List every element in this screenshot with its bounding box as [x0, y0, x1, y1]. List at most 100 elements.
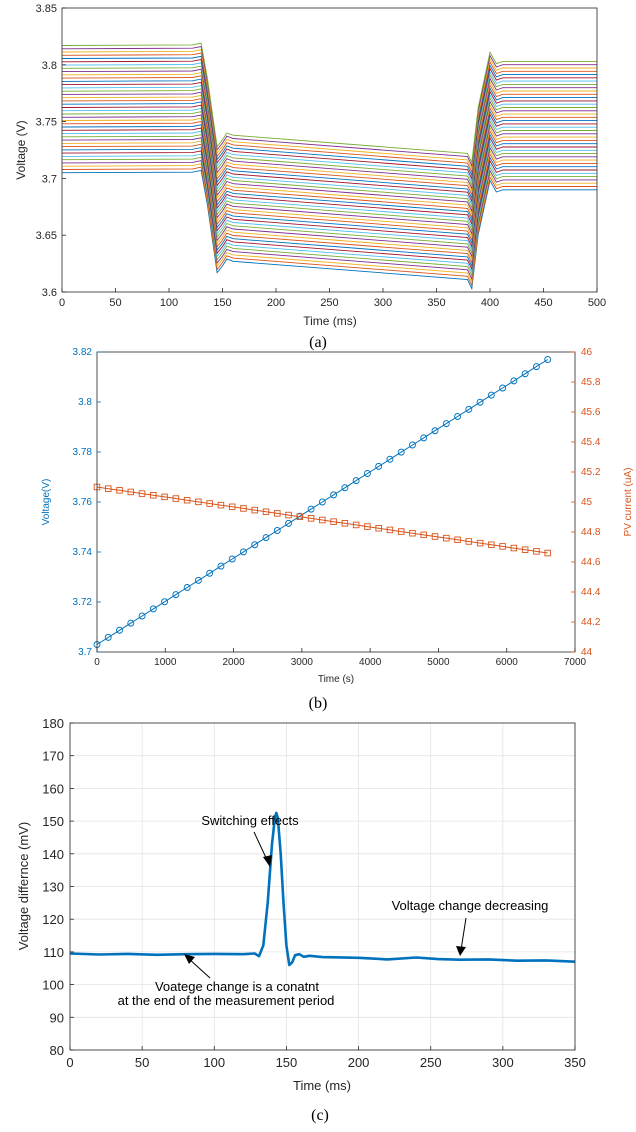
chart-b-point-left [363, 470, 371, 477]
chart-b-point-right [274, 510, 281, 517]
chart-b-point-left [454, 413, 461, 420]
chart-b-point-right [251, 506, 258, 514]
chart-a-y-tick-label: 3.7 [42, 173, 57, 185]
chart-a-series-line [61, 140, 597, 262]
chart-a-series-line [61, 72, 597, 194]
chart-b-point-left [104, 633, 112, 641]
chart-b-point-right [150, 492, 157, 499]
chart-b-y-tick-label-left: 3.78 [73, 447, 93, 458]
chart-b-point-left [544, 356, 552, 363]
chart-b-x-tick-label: 4000 [359, 657, 382, 668]
chart-b-point-right [397, 528, 405, 535]
chart-b-x-tick-label: 0 [94, 657, 100, 668]
chart-b-point-right [544, 549, 551, 557]
chart-b-point-right [240, 505, 247, 512]
chart-a-series-line [61, 101, 597, 223]
chart-c-x-tick-label: 150 [276, 1055, 298, 1070]
chart-b-x-ticks: 0 1000 2000 3000 4000 5000 6000 7000 [94, 648, 587, 668]
chart-b-point-left [521, 370, 529, 378]
chart-a-x-tick-label: 450 [534, 297, 552, 309]
chart-b-frame [96, 351, 576, 653]
chart-b-point-left [431, 427, 439, 435]
chart-a-series-line [61, 153, 597, 275]
chart-b-point-right [195, 498, 202, 506]
chart-b-point-right [454, 536, 461, 544]
chart-b-point-left [149, 605, 157, 613]
chart-b-point-right [465, 538, 473, 545]
chart-c-x-tick-label: 300 [492, 1055, 514, 1070]
chart-a-series-line [61, 81, 597, 203]
chart-b-point-left [420, 434, 428, 442]
chart-b-caption: (b) [309, 695, 328, 712]
chart-b-point-right [443, 534, 450, 542]
chart-a-series-line [61, 55, 597, 178]
chart-b-point-right [116, 487, 123, 494]
chart-b-y-tick-label-right: 44.2 [581, 617, 601, 628]
chart-b-y-tick-label-right: 44.6 [581, 557, 601, 568]
chart-b-point-left [442, 420, 450, 428]
chart-b-x-tick-label: 2000 [222, 657, 245, 668]
chart-a-series-line [61, 104, 597, 226]
chart-b-point-left [251, 541, 259, 549]
chart-c-series-group [69, 811, 576, 967]
chart-a-x-tick-label: 50 [109, 297, 121, 309]
annotation-constant-line2: at the end of the measurement period [118, 993, 335, 1008]
chart-c-y-tick-label: 160 [42, 781, 64, 796]
chart-a-x-tick-label: 350 [427, 297, 445, 309]
chart-a-series-line [61, 127, 597, 249]
annotation-constant-line1: Voatege change is a conatnt [155, 979, 319, 994]
chart-b-y-tick-label-left: 3.8 [78, 397, 92, 408]
chart-a-x-tick-label: 0 [59, 297, 65, 309]
chart-b-point-right [319, 516, 326, 524]
chart-c-y-tick-label: 90 [50, 1010, 64, 1025]
chart-b-point-left [307, 505, 315, 513]
chart-a-series-line [61, 107, 597, 229]
chart-b-point-right [285, 511, 292, 519]
chart-b-point-left [161, 598, 169, 606]
chart-b-y-tick-label-left: 3.74 [73, 547, 93, 558]
chart-b-point-right [499, 543, 506, 550]
chart-b-point-left [397, 448, 405, 456]
chart-b-point-right [330, 518, 337, 525]
chart-a-series-line [61, 147, 597, 268]
chart-b-point-right [533, 548, 540, 555]
chart-a-y-tick-label: 3.8 [42, 60, 57, 72]
chart-b-point-left [499, 384, 507, 392]
chart-c-y-tick-label: 150 [42, 814, 64, 829]
chart-b-y-ticks-right: 44 44.2 44.4 44.6 44.8 45 45.2 45.4 45.6 45.8 46 [571, 347, 601, 658]
chart-c-y-tick-label: 110 [43, 945, 64, 960]
chart-a-y-tick-label: 3.6 [42, 287, 57, 299]
chart-a-x-tick-label: 500 [588, 297, 606, 309]
chart-c-y-label: Voltage differnce (mV) [16, 822, 31, 950]
chart-b-y-tick-label-left: 3.76 [73, 497, 93, 508]
chart-a-series-line [61, 78, 597, 200]
chart-b-point-right [262, 508, 270, 516]
chart-b-y-tick-label-right: 44.4 [581, 587, 601, 598]
chart-b-point-left [532, 363, 540, 371]
chart-b-point-left [386, 455, 394, 463]
chart-a-y-tick-label: 3.85 [36, 3, 57, 15]
chart-b-point-right [476, 539, 484, 547]
chart-a-series-line [61, 134, 597, 255]
chart-b-point-left [217, 562, 225, 570]
chart-c-series-line [69, 811, 576, 967]
chart-b-point-left [138, 612, 146, 620]
chart-b-point-right [510, 544, 518, 552]
chart-b-point-right [364, 523, 371, 530]
chart-a-series-line [61, 45, 597, 168]
chart-b-point-left [352, 477, 360, 485]
chart-a-y-label: Voltage (V) [14, 120, 28, 179]
chart-b-y-tick-label-right: 45 [581, 497, 593, 508]
chart-b-y-tick-label-right: 45.6 [581, 407, 601, 418]
chart-c-x-tick-label: 350 [564, 1055, 586, 1070]
chart-c-x-tick-label: 100 [203, 1055, 225, 1070]
chart-a-series-line [61, 111, 597, 233]
chart-b-point-left [465, 405, 473, 413]
chart-b: 0 1000 2000 3000 4000 5000 6000 7000 3.73.723.7… [41, 347, 634, 712]
chart-a-series-line [61, 42, 597, 165]
chart-b-point-right [127, 488, 135, 496]
chart-b-x-tick-label: 7000 [564, 657, 587, 668]
chart-a-series-line [61, 114, 597, 236]
chart-b-point-right [352, 521, 360, 529]
annotation-decreasing-arrowhead [456, 946, 466, 956]
